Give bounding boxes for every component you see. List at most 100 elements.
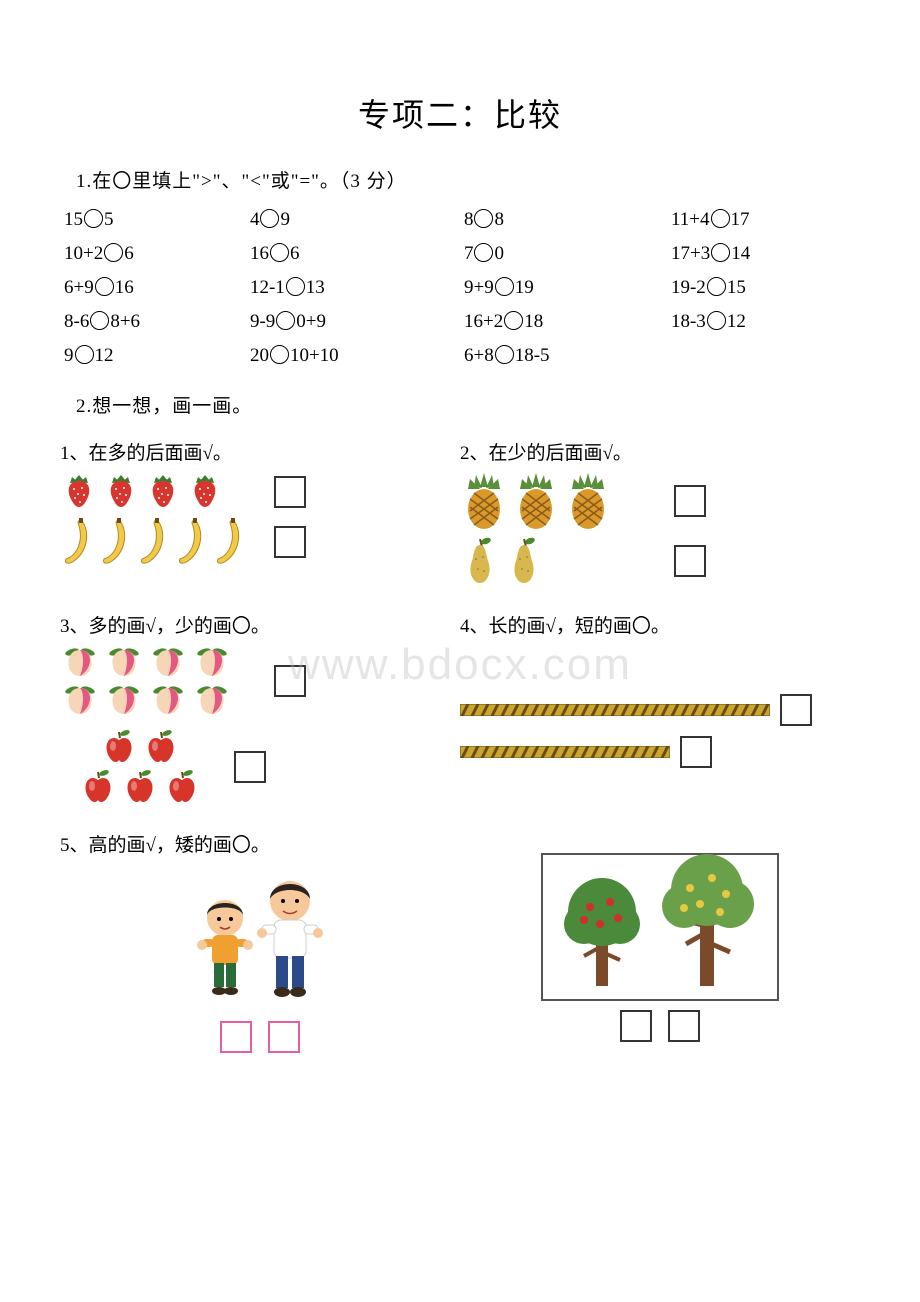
comparison-cell: 912 (60, 339, 246, 373)
comparison-cell: 16+218 (460, 305, 667, 339)
comparison-cell: 155 (60, 203, 246, 237)
sub2: 2、在少的后面画√。 (460, 432, 860, 591)
peach-icon (104, 682, 144, 718)
comparison-cell: 11+417 (667, 203, 860, 237)
banana-icon (60, 517, 94, 567)
pair-5: 5、高的画√，矮的画〇。 (60, 824, 860, 1053)
trees (460, 852, 860, 1002)
answer-box[interactable] (668, 1010, 700, 1042)
answer-box[interactable] (234, 751, 266, 783)
pear-icon (504, 535, 544, 587)
blank-circle[interactable] (474, 209, 493, 228)
comparison-cell: 18-312 (667, 305, 860, 339)
answer-box[interactable] (620, 1010, 652, 1042)
answer-box[interactable] (680, 736, 712, 768)
strawberry-icon (186, 471, 224, 513)
sub5-left: 5、高的画√，矮的画〇。 (60, 824, 460, 1053)
blank-circle[interactable] (90, 311, 109, 330)
blank-circle[interactable] (711, 209, 730, 228)
blank-circle[interactable] (495, 345, 514, 364)
peach-icon (192, 644, 232, 680)
blank-circle[interactable] (270, 345, 289, 364)
banana-icon (98, 517, 132, 567)
boys-boxes (60, 1021, 460, 1053)
blank-circle[interactable] (495, 277, 514, 296)
blank-circle[interactable] (84, 209, 103, 228)
boys (60, 863, 460, 1013)
blank-circle[interactable] (707, 311, 726, 330)
strawberry-icon (102, 471, 140, 513)
peach-icon (60, 644, 100, 680)
blank-circle[interactable] (276, 311, 295, 330)
comparison-table: 155498811+41710+261667017+3146+91612-113… (60, 203, 860, 373)
blank-circle[interactable] (474, 243, 493, 262)
blank-circle[interactable] (270, 243, 289, 262)
peach-rows (60, 644, 460, 718)
peach-icon (104, 644, 144, 680)
strawberry-row (60, 471, 460, 513)
long-rope-row (460, 694, 860, 726)
sub4-label: 4、长的画√，短的画〇。 (460, 611, 860, 638)
answer-box[interactable] (268, 1021, 300, 1053)
apple-rows (60, 728, 460, 806)
blank-circle[interactable] (286, 277, 305, 296)
apple-icon (121, 768, 159, 806)
apple-icon (79, 768, 117, 806)
blank-circle[interactable] (711, 243, 730, 262)
answer-box[interactable] (220, 1021, 252, 1053)
peach-icon (60, 682, 100, 718)
answer-box[interactable] (780, 694, 812, 726)
comparison-cell: 10+26 (60, 237, 246, 271)
trees-boxes (460, 1010, 860, 1042)
comparison-cell: 6+818-5 (460, 339, 667, 373)
pineapple-row (460, 471, 860, 531)
page-title: 专项二：比较 (60, 90, 860, 136)
sub3-label: 3、多的画√，少的画〇。 (60, 611, 460, 638)
short-rope-row (460, 736, 860, 768)
peach-icon (192, 682, 232, 718)
comparison-cell (667, 339, 860, 373)
comparison-cell: 88 (460, 203, 667, 237)
answer-box[interactable] (274, 526, 306, 558)
q1-instruction: 1.在〇里填上">"、"<"或"="。（3 分） (76, 166, 860, 193)
pear-row (460, 535, 860, 587)
sub5-right (460, 824, 860, 1053)
apple-icon (142, 728, 180, 766)
pair-1-2: 1、在多的后面画√。 (60, 432, 860, 591)
comparison-cell: 2010+10 (246, 339, 460, 373)
blank-circle[interactable] (260, 209, 279, 228)
answer-box[interactable] (674, 485, 706, 517)
q2-instruction: 2.想一想，画一画。 (76, 391, 860, 418)
comparison-cell: 8-68+6 (60, 305, 246, 339)
comparison-cell: 17+314 (667, 237, 860, 271)
comparison-cell: 19-215 (667, 271, 860, 305)
rope-icon (460, 746, 670, 758)
comparison-cell: 12-113 (246, 271, 460, 305)
pineapple-icon (512, 471, 560, 531)
trees-icon (540, 852, 780, 1002)
apple-icon (163, 768, 201, 806)
sub1: 1、在多的后面画√。 (60, 432, 460, 591)
pear-icon (460, 535, 500, 587)
sub3: 3、多的画√，少的画〇。 (60, 605, 460, 810)
pair-3-4: 3、多的画√，少的画〇。 (60, 605, 860, 810)
blank-circle[interactable] (504, 311, 523, 330)
blank-circle[interactable] (707, 277, 726, 296)
blank-circle[interactable] (104, 243, 123, 262)
comparison-cell: 9-90+9 (246, 305, 460, 339)
pineapple-icon (460, 471, 508, 531)
blank-circle[interactable] (95, 277, 114, 296)
boys-icon (170, 863, 350, 1013)
banana-icon (212, 517, 246, 567)
banana-icon (136, 517, 170, 567)
apple-icon (100, 728, 138, 766)
pineapple-icon (564, 471, 612, 531)
answer-box[interactable] (274, 476, 306, 508)
strawberry-icon (144, 471, 182, 513)
strawberry-icon (60, 471, 98, 513)
answer-box[interactable] (674, 545, 706, 577)
answer-box[interactable] (274, 665, 306, 697)
comparison-cell: 70 (460, 237, 667, 271)
sub4: 4、长的画√，短的画〇。 (460, 605, 860, 810)
blank-circle[interactable] (75, 345, 94, 364)
